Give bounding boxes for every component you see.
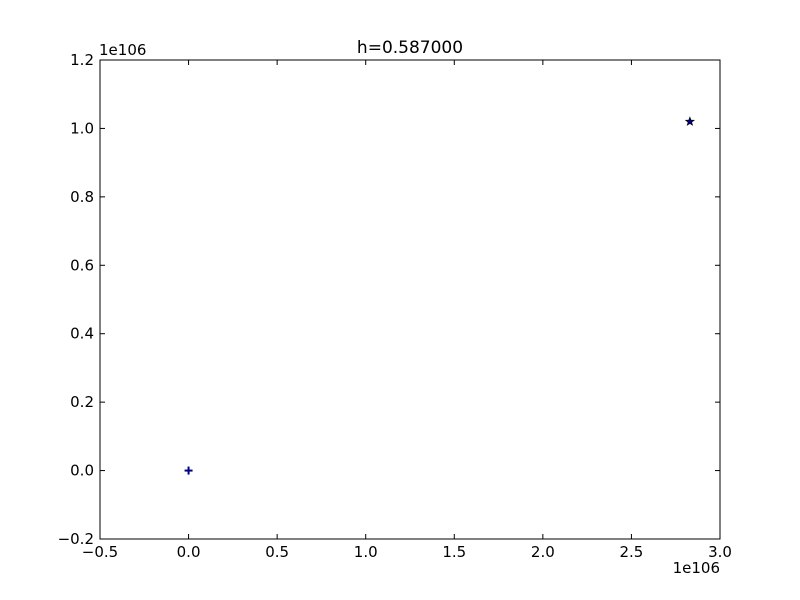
- y-tick-label: 0.4: [70, 325, 94, 343]
- x-tick-label: −0.5: [82, 543, 118, 561]
- x-tick-label: 0.0: [177, 543, 201, 561]
- x-axis-offset-label: 1e106: [673, 559, 720, 577]
- star-marker-point: [684, 116, 695, 126]
- data-points: [184, 116, 695, 475]
- plus-marker-point: [184, 466, 193, 475]
- x-tick-label: 3.0: [708, 543, 732, 561]
- x-tick-label: 1.0: [354, 543, 378, 561]
- x-tick-label: 1.5: [442, 543, 466, 561]
- y-tick-label: 1.0: [70, 119, 94, 137]
- y-axis-offset-label: 1e106: [99, 41, 146, 59]
- y-tick-label: −0.2: [58, 530, 94, 548]
- y-tick-label: 0.2: [70, 393, 94, 411]
- y-tick-label: 0.0: [70, 462, 94, 480]
- x-axis-ticks: −0.5 0.0 0.5 1.0 1.5 2.0 2.5 3.0: [82, 60, 732, 561]
- y-tick-label: 1.2: [70, 51, 94, 69]
- y-tick-label: 0.6: [70, 256, 94, 274]
- x-tick-label: 2.0: [531, 543, 555, 561]
- x-tick-label: 2.5: [619, 543, 643, 561]
- chart-title: h=0.587000: [357, 38, 463, 58]
- x-tick-label: 0.5: [265, 543, 289, 561]
- plot-frame: [99, 59, 721, 540]
- y-axis-ticks: −0.2 0.0 0.2 0.4 0.6 0.8 1.0 1.2: [58, 51, 720, 548]
- y-tick-label: 0.8: [70, 188, 94, 206]
